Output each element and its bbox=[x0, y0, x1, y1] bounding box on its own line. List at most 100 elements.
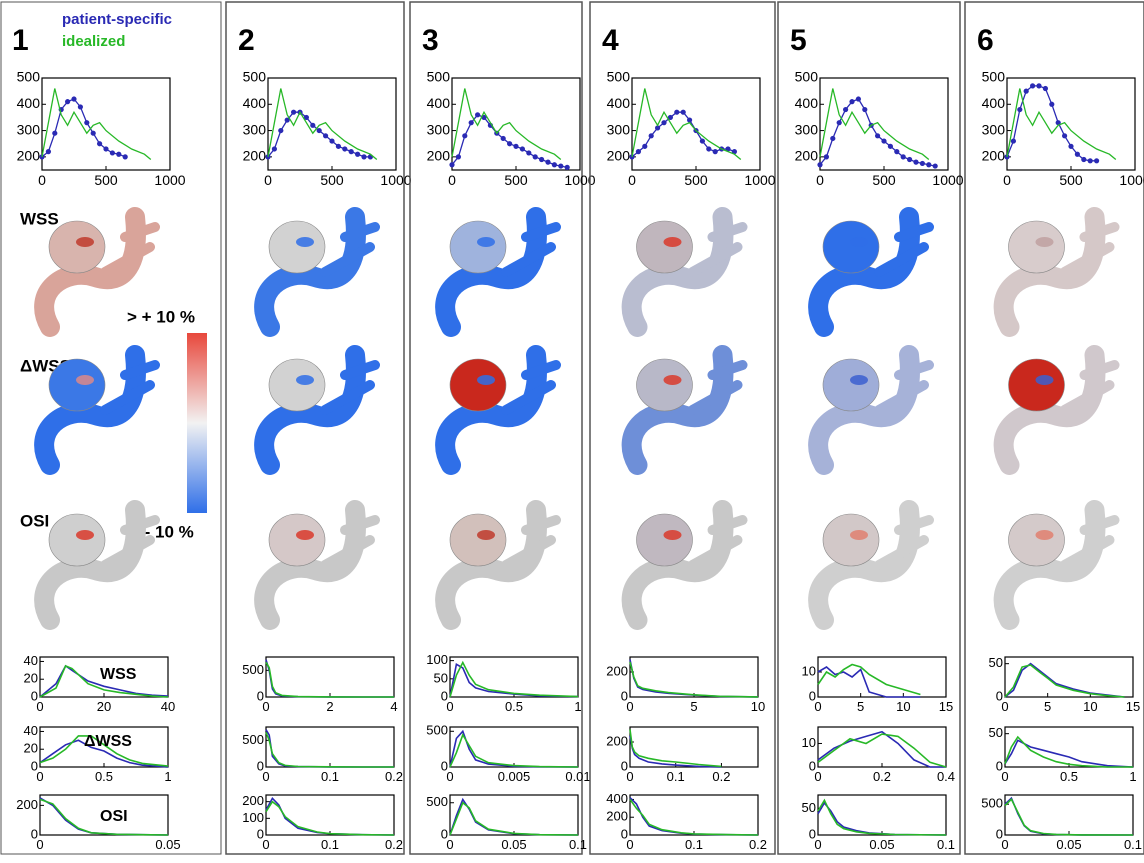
plot-frame bbox=[818, 795, 946, 835]
aneurysm bbox=[637, 514, 693, 566]
data-point bbox=[875, 133, 880, 138]
panel-label: 1 bbox=[12, 24, 29, 57]
data-point bbox=[862, 107, 867, 112]
data-point bbox=[920, 161, 925, 166]
plot-frame bbox=[450, 795, 578, 835]
y-tick-label: 400 bbox=[795, 95, 819, 111]
data-point bbox=[713, 149, 718, 154]
aneurysm bbox=[269, 514, 325, 566]
x-tick-label: 0.4 bbox=[937, 769, 955, 784]
x-tick-label: 1 bbox=[164, 769, 171, 784]
aneurysm bbox=[1009, 221, 1065, 273]
y-tick-label: 200 bbox=[606, 663, 628, 678]
aneurysm bbox=[269, 221, 325, 273]
x-tick-label: 1000 bbox=[154, 172, 185, 188]
x-tick-label: 5 bbox=[857, 699, 864, 714]
y-tick-label: 400 bbox=[17, 95, 41, 111]
y-tick-label: 200 bbox=[606, 809, 628, 824]
data-point bbox=[116, 152, 121, 157]
x-tick-label: 0 bbox=[1001, 769, 1008, 784]
data-point bbox=[907, 157, 912, 162]
x-tick-label: 500 bbox=[504, 172, 528, 188]
y-tick-label: 50 bbox=[434, 670, 448, 685]
x-tick-label: 5 bbox=[690, 699, 697, 714]
x-tick-label: 0 bbox=[264, 172, 272, 188]
data-point bbox=[278, 128, 283, 133]
aneurysm bbox=[823, 221, 879, 273]
histogram-label: WSS bbox=[100, 666, 137, 683]
y-tick-label: 200 bbox=[242, 793, 264, 808]
x-tick-label: 1 bbox=[1129, 769, 1136, 784]
aneurysm bbox=[269, 359, 325, 411]
x-tick-label: 2 bbox=[326, 699, 333, 714]
data-point bbox=[349, 149, 354, 154]
data-point bbox=[1068, 144, 1073, 149]
x-tick-label: 0 bbox=[36, 699, 43, 714]
panel-label: 6 bbox=[977, 24, 994, 57]
wss-patch bbox=[664, 375, 682, 385]
x-tick-label: 0.05 bbox=[501, 837, 526, 852]
aneurysm bbox=[49, 221, 105, 273]
data-point bbox=[558, 163, 563, 168]
data-point bbox=[817, 162, 822, 167]
plot-frame bbox=[1005, 795, 1133, 835]
data-point bbox=[462, 133, 467, 138]
figure: patient-specific idealized WSS ΔWSS OSI … bbox=[0, 0, 1144, 858]
data-point bbox=[901, 154, 906, 159]
y-tick-label: 50 bbox=[802, 800, 816, 815]
data-point bbox=[71, 96, 76, 101]
x-tick-label: 0.01 bbox=[565, 769, 590, 784]
x-tick-label: 40 bbox=[161, 699, 175, 714]
x-tick-label: 0 bbox=[628, 172, 636, 188]
wss-patch bbox=[76, 237, 94, 247]
x-tick-label: 0 bbox=[262, 699, 269, 714]
plot-frame bbox=[42, 78, 170, 170]
y-tick-label: 500 bbox=[427, 69, 451, 85]
data-point bbox=[1030, 83, 1035, 88]
y-tick-label: 20 bbox=[24, 671, 38, 686]
x-tick-label: 0 bbox=[626, 769, 633, 784]
y-tick-label: 500 bbox=[607, 69, 631, 85]
data-point bbox=[894, 149, 899, 154]
data-point bbox=[342, 146, 347, 151]
data-point bbox=[65, 99, 70, 104]
y-tick-label: 500 bbox=[17, 69, 41, 85]
y-tick-label: 400 bbox=[243, 95, 267, 111]
wss-patch bbox=[1036, 375, 1054, 385]
legend-entry: idealized bbox=[62, 33, 125, 50]
colorbar-label: > + 10 % bbox=[127, 307, 195, 326]
y-tick-label: 400 bbox=[607, 95, 631, 111]
y-tick-label: 300 bbox=[982, 121, 1006, 137]
x-tick-label: 500 bbox=[684, 172, 708, 188]
data-point bbox=[507, 141, 512, 146]
data-point bbox=[97, 141, 102, 146]
y-tick-label: 200 bbox=[16, 797, 38, 812]
data-point bbox=[888, 144, 893, 149]
data-point bbox=[501, 136, 506, 141]
data-point bbox=[926, 162, 931, 167]
data-point bbox=[91, 131, 96, 136]
y-tick-label: 300 bbox=[243, 121, 267, 137]
aneurysm bbox=[823, 514, 879, 566]
y-tick-label: 500 bbox=[242, 662, 264, 677]
data-point bbox=[456, 154, 461, 159]
data-point bbox=[520, 146, 525, 151]
data-point bbox=[336, 144, 341, 149]
panel-label: 5 bbox=[790, 24, 807, 57]
x-tick-label: 0.05 bbox=[155, 837, 180, 852]
y-tick-label: 200 bbox=[17, 148, 41, 164]
x-tick-label: 1000 bbox=[564, 172, 595, 188]
x-tick-label: 0 bbox=[262, 837, 269, 852]
x-tick-label: 0 bbox=[626, 699, 633, 714]
x-tick-label: 0 bbox=[262, 769, 269, 784]
data-point bbox=[1081, 157, 1086, 162]
x-tick-label: 1000 bbox=[1119, 172, 1144, 188]
data-point bbox=[649, 133, 654, 138]
data-point bbox=[681, 110, 686, 115]
x-tick-label: 0.5 bbox=[505, 699, 523, 714]
x-tick-label: 1000 bbox=[380, 172, 411, 188]
x-tick-label: 500 bbox=[872, 172, 896, 188]
y-tick-label: 300 bbox=[795, 121, 819, 137]
panel-label: 4 bbox=[602, 24, 619, 57]
data-point bbox=[843, 107, 848, 112]
